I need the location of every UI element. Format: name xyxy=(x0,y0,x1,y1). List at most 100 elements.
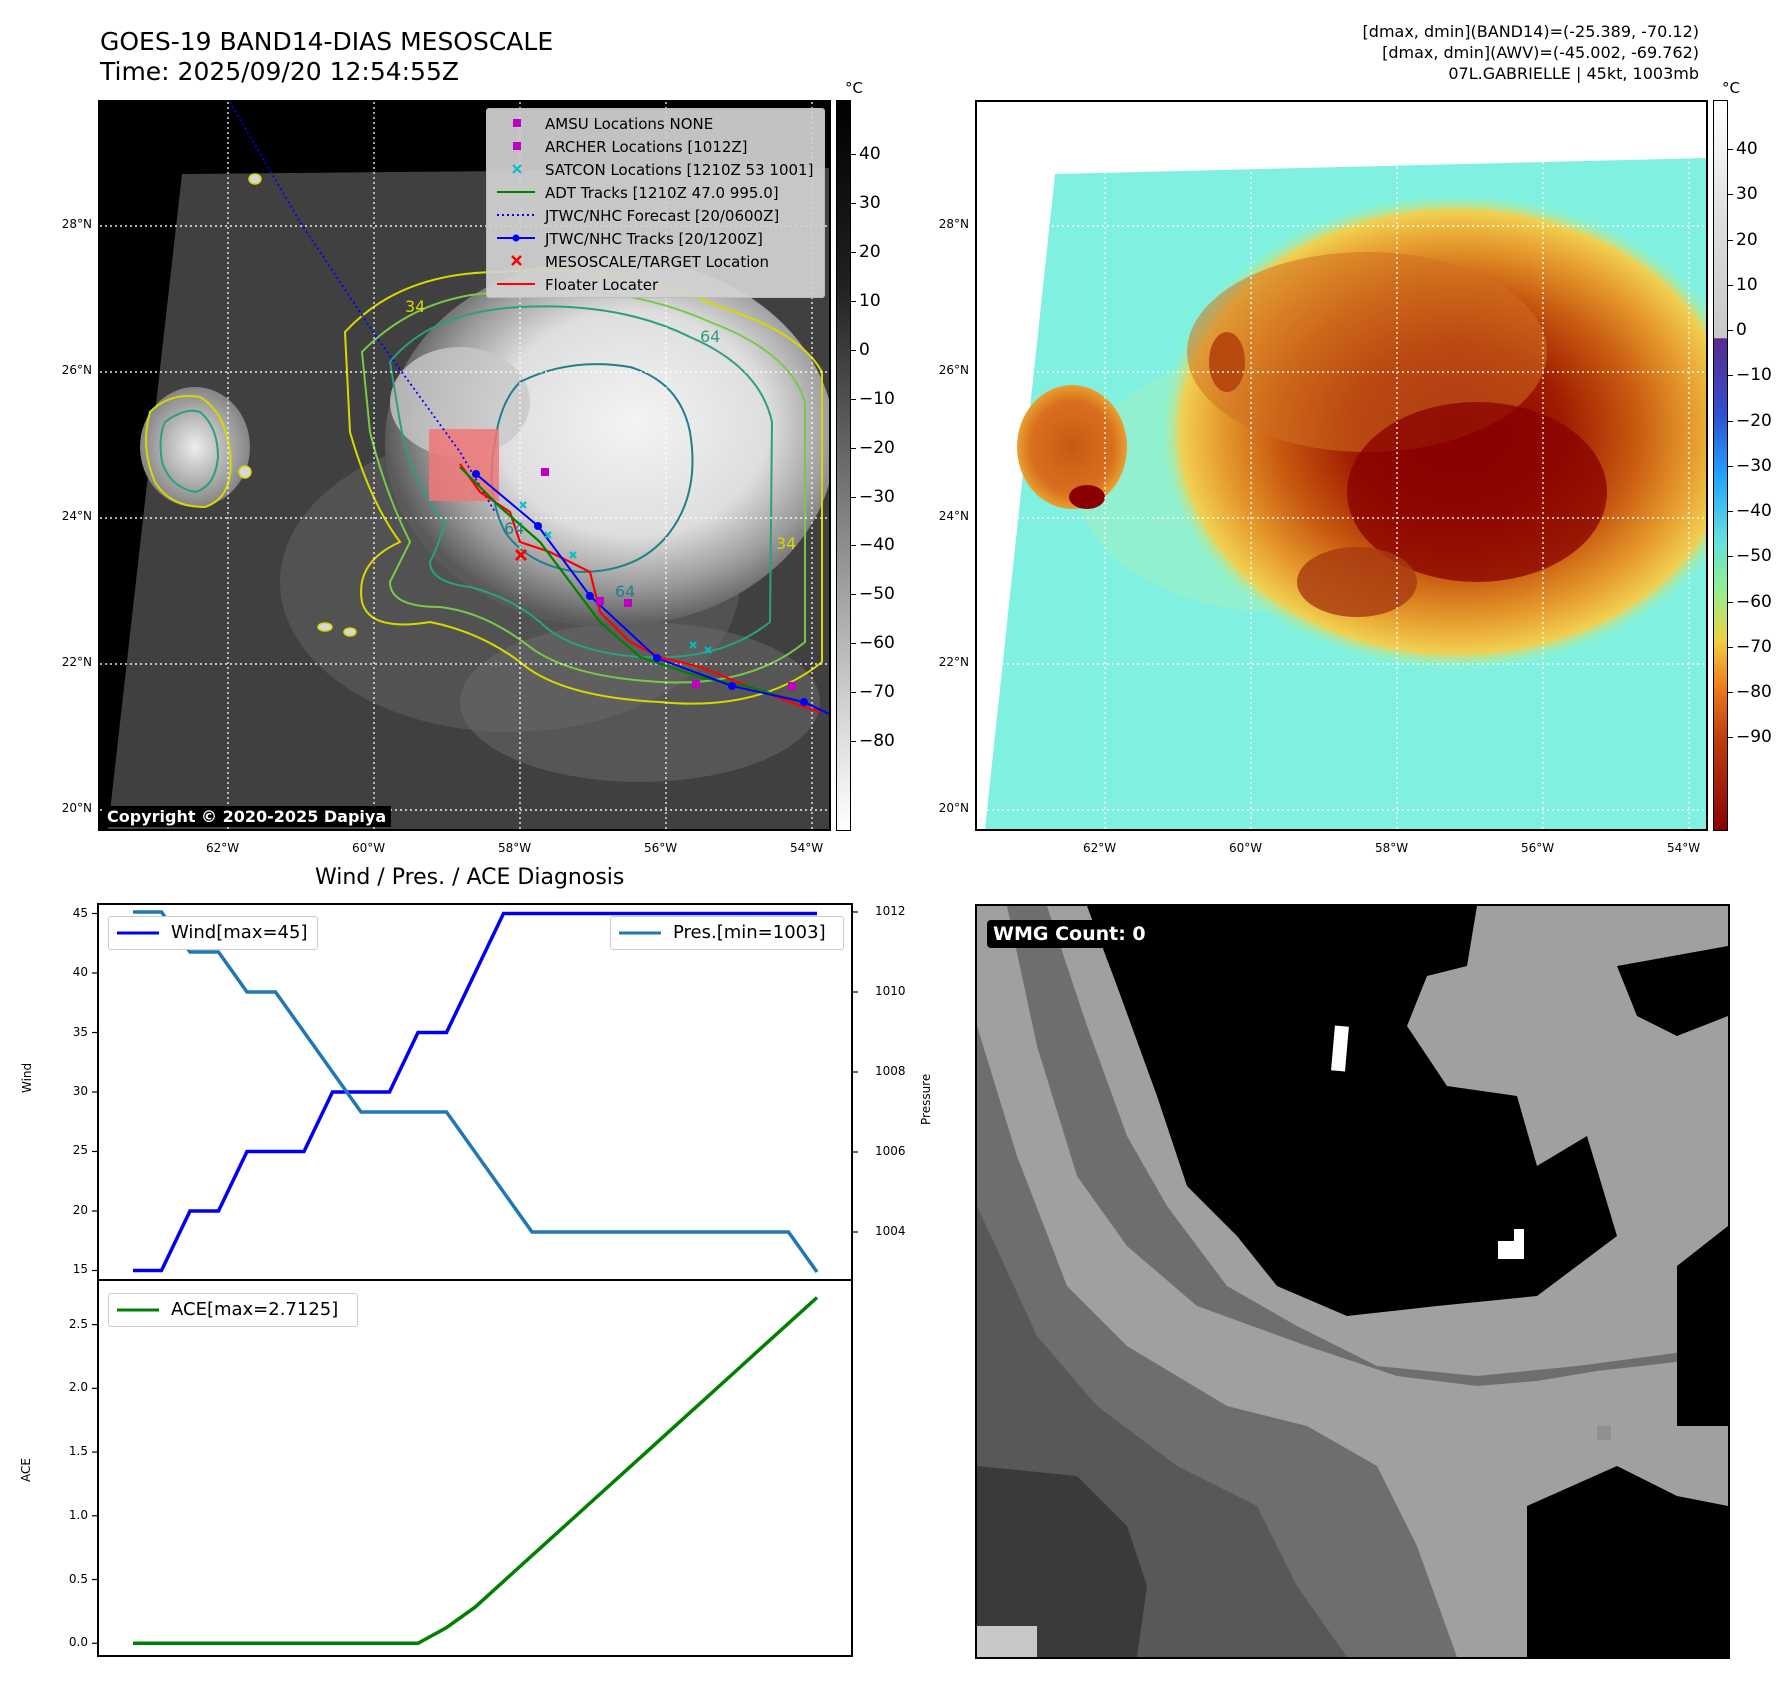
colorbar-tick-mark xyxy=(1728,239,1733,241)
lon-label: 56°W xyxy=(644,841,678,855)
lat-label: 24°N xyxy=(61,509,92,523)
lat-label: 26°N xyxy=(61,363,92,377)
colorbar-tick-label: −60 xyxy=(1736,591,1772,612)
figure-title: GOES-19 BAND14-DIAS MESOSCALE xyxy=(100,27,554,56)
ace-axis-label: ACE xyxy=(19,1458,33,1482)
pressure-tick-label: 1012 xyxy=(875,904,906,918)
colorbar-tick-mark xyxy=(1728,194,1733,196)
colorbar-tick-mark xyxy=(851,300,856,302)
lon-label: 60°W xyxy=(1229,841,1263,855)
colorbar-tick-label: −10 xyxy=(1736,365,1772,386)
diagnosis-chart xyxy=(92,903,858,1657)
wmg-panel[interactable]: WMG Count: 0 xyxy=(975,904,1730,1659)
lat-label: 20°N xyxy=(61,801,92,815)
wind-tick-label: 40 xyxy=(72,965,88,979)
colorbar-tick-label: −70 xyxy=(859,682,895,703)
pressure-legend: Pres.[min=1003] xyxy=(610,916,844,950)
colorbar-tick-mark xyxy=(1728,330,1733,332)
info-storm: 07L.GABRIELLE | 45kt, 1003mb xyxy=(1448,64,1699,83)
colorbar-tick-label: −30 xyxy=(859,486,895,507)
wind-tick-label: 20 xyxy=(72,1202,88,1217)
colorbar-tick-mark xyxy=(851,594,856,596)
colorbar-tick-mark xyxy=(1728,465,1733,467)
square-icon xyxy=(513,142,521,150)
info-awv: [dmax, dmin](AWV)=(-45.002, -69.762) xyxy=(1382,43,1699,62)
colorbar-tick-label: 0 xyxy=(859,339,870,360)
colorbar-tick-label: 40 xyxy=(1736,138,1758,159)
wind-axis-label: Wind xyxy=(20,1062,34,1093)
colorbar-tick-mark xyxy=(1728,646,1733,648)
colorbar-unit: °C xyxy=(845,79,863,97)
colorbar-tick-label: 30 xyxy=(859,193,881,213)
info-band14: [dmax, dmin](BAND14)=(-25.389, -70.12) xyxy=(1362,22,1699,41)
colorbar-tick-mark xyxy=(851,643,856,645)
square-icon xyxy=(513,119,521,127)
wind-tick-label: 15 xyxy=(72,1262,88,1277)
awv-map-image xyxy=(977,102,1706,829)
ace-legend: ACE[max=2.7125] xyxy=(108,1293,358,1327)
colorbar-tick-mark xyxy=(851,447,856,449)
pressure-series-line xyxy=(133,910,819,1274)
pressure-tick-label: 1006 xyxy=(875,1144,906,1158)
colorbar-tick-label: 20 xyxy=(1736,229,1758,250)
lon-label: 62°W xyxy=(206,841,240,855)
ace-tick-label: 0.0 xyxy=(68,1635,88,1650)
colorbar-tick-label: 20 xyxy=(859,241,881,262)
colorbar-tick-mark xyxy=(1728,148,1733,150)
colorbar-tick-label: 10 xyxy=(859,290,881,311)
colorbar-tick-label: −50 xyxy=(1736,546,1772,567)
colorbar-tick-label: −20 xyxy=(1736,410,1772,431)
grayscale-colorbar xyxy=(836,100,851,831)
colorbar-tick-label: −40 xyxy=(1736,501,1772,522)
contour-label: 64 xyxy=(615,582,635,601)
colorbar-tick-mark xyxy=(851,545,856,547)
lon-label: 58°W xyxy=(498,841,532,855)
colorbar-tick-mark xyxy=(1728,420,1733,422)
wmg-image xyxy=(977,906,1728,1657)
colorbar-tick-mark xyxy=(851,349,856,351)
color-colorbar xyxy=(1713,100,1728,831)
lat-label: 28°N xyxy=(938,217,969,231)
pressure-tick-label: 1004 xyxy=(875,1224,906,1238)
lat-label: 22°N xyxy=(938,655,969,669)
colorbar-tick-label: −10 xyxy=(859,388,895,409)
pressure-tick-label: 1010 xyxy=(875,984,906,998)
lat-label: 24°N xyxy=(938,509,969,523)
line-icon xyxy=(117,1308,159,1312)
colorbar-tick-mark xyxy=(851,398,856,400)
awv-map-panel[interactable] xyxy=(975,100,1708,831)
lat-label: 20°N xyxy=(938,801,969,815)
ace-tick-label: 0.5 xyxy=(68,1571,88,1586)
colorbar-tick-label: −30 xyxy=(1736,455,1772,476)
ace-series-line xyxy=(133,1296,819,1646)
colorbar-tick-mark xyxy=(1728,284,1733,286)
lat-label: 22°N xyxy=(61,655,92,669)
lon-label: 62°W xyxy=(1083,841,1117,855)
x-icon xyxy=(512,164,522,174)
line-icon xyxy=(117,931,159,935)
wind-tick-label: 45 xyxy=(72,905,88,920)
colorbar-tick-label: −80 xyxy=(859,731,895,752)
colorbar-tick-mark xyxy=(851,692,856,694)
lon-label: 54°W xyxy=(790,841,824,855)
colorbar-tick-mark xyxy=(1728,511,1733,513)
colorbar-tick-mark xyxy=(851,154,856,156)
colorbar-tick-mark xyxy=(1728,556,1733,558)
colorbar-tick-mark xyxy=(851,496,856,498)
ace-tick-label: 2.5 xyxy=(68,1316,88,1331)
ir-map-panel[interactable]: 64 34 64 64 34 AMSU Locations NONE ARCHE… xyxy=(98,100,831,831)
colorbar-tick-label: −60 xyxy=(859,633,895,654)
diagnosis-title: Wind / Pres. / ACE Diagnosis xyxy=(315,865,625,890)
ace-tick-label: 1.5 xyxy=(68,1444,88,1459)
lon-label: 56°W xyxy=(1521,841,1555,855)
line-dot-icon xyxy=(497,234,535,242)
colorbar-tick-label: −90 xyxy=(1736,727,1772,748)
copyright-label: Copyright © 2020-2025 Dapiya xyxy=(102,806,392,827)
wind-tick-label: 30 xyxy=(72,1084,88,1098)
colorbar-tick-mark xyxy=(851,251,856,253)
colorbar-tick-mark xyxy=(1728,601,1733,603)
colorbar-unit: °C xyxy=(1722,79,1740,97)
lon-label: 60°W xyxy=(352,841,386,855)
line-icon xyxy=(619,931,661,935)
line-icon xyxy=(497,191,535,193)
